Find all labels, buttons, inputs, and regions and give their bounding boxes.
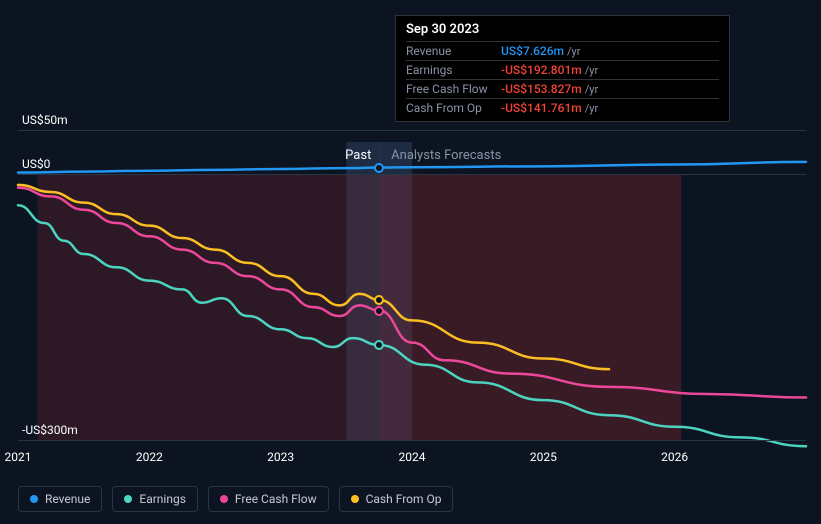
tooltip-unit: /yr: [585, 83, 598, 96]
x-axis-label: 2023: [267, 450, 294, 464]
plot-area[interactable]: US$50mUS$0-US$300m: [18, 130, 806, 440]
tooltip-metric-value: -US$153.827m: [501, 82, 582, 96]
legend-item-revenue[interactable]: Revenue: [18, 486, 102, 512]
marker-cash-from-op: [374, 295, 384, 305]
tooltip-metric-label: Revenue: [406, 44, 501, 58]
tooltip-metric-value: US$7.626m: [501, 44, 564, 58]
y-axis-label: US$50m: [22, 113, 68, 127]
chart-legend: Revenue Earnings Free Cash Flow Cash From O…: [18, 486, 453, 512]
y-axis-label: US$0: [22, 157, 50, 171]
legend-dot: [220, 495, 228, 503]
legend-item-free-cash-flow[interactable]: Free Cash Flow: [208, 486, 329, 512]
chart-svg: [18, 130, 806, 440]
tooltip-unit: /yr: [585, 102, 598, 115]
tooltip-metric-value: -US$192.801m: [501, 63, 582, 77]
tooltip-metric-label: Free Cash Flow: [406, 82, 501, 96]
legend-dot: [30, 495, 38, 503]
tooltip-row: Free Cash Flow-US$153.827m/yr: [406, 79, 719, 98]
grid-line: [18, 130, 806, 131]
chart-tooltip: Sep 30 2023 RevenueUS$7.626m/yrEarnings-…: [395, 15, 730, 122]
legend-item-cash-from-op[interactable]: Cash From Op: [339, 486, 454, 512]
y-axis-label: -US$300m: [22, 423, 78, 437]
grid-line: [18, 174, 806, 175]
x-axis-label: 2026: [661, 450, 688, 464]
tooltip-unit: /yr: [567, 45, 580, 58]
marker-revenue: [374, 163, 384, 173]
grid-line: [18, 440, 806, 441]
legend-label: Revenue: [45, 492, 90, 506]
legend-dot: [124, 495, 132, 503]
legend-label: Cash From Op: [366, 492, 442, 506]
x-axis-label: 2021: [5, 450, 32, 464]
x-axis-label: 2025: [530, 450, 557, 464]
marker-free-cash-flow: [374, 306, 384, 316]
financial-forecast-chart: Sep 30 2023 RevenueUS$7.626m/yrEarnings-…: [0, 0, 821, 524]
legend-item-earnings[interactable]: Earnings: [112, 486, 198, 512]
past-forecast-divider: [379, 142, 380, 440]
legend-label: Free Cash Flow: [235, 492, 317, 506]
legend-label: Earnings: [139, 492, 186, 506]
tooltip-date: Sep 30 2023: [406, 22, 719, 41]
x-axis-label: 2024: [399, 450, 426, 464]
tooltip-row: Earnings-US$192.801m/yr: [406, 60, 719, 79]
tooltip-metric-label: Cash From Op: [406, 101, 501, 115]
x-axis-label: 2022: [136, 450, 163, 464]
marker-earnings: [374, 340, 384, 350]
x-axis: 202120222023202420252026: [18, 450, 806, 470]
tooltip-metric-label: Earnings: [406, 63, 501, 77]
tooltip-row: RevenueUS$7.626m/yr: [406, 41, 719, 60]
legend-dot: [351, 495, 359, 503]
tooltip-unit: /yr: [585, 64, 598, 77]
tooltip-metric-value: -US$141.761m: [501, 101, 582, 115]
tooltip-row: Cash From Op-US$141.761m/yr: [406, 98, 719, 117]
